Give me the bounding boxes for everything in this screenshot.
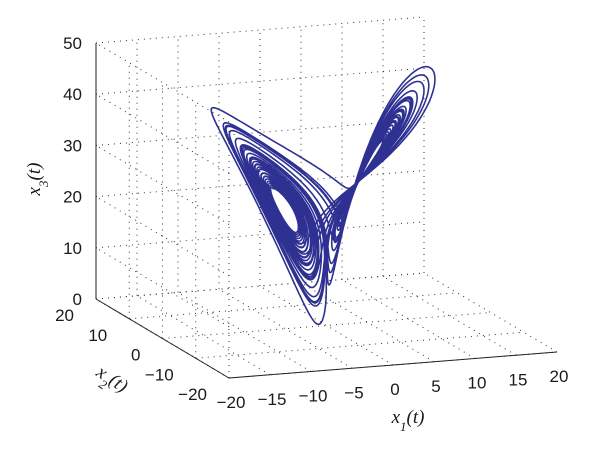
grid-line [95,272,425,300]
grid-line [95,16,425,44]
x-tick-label: 15 [509,370,528,389]
z-tick-label: 20 [63,188,82,207]
z-tick-label: 10 [63,239,82,258]
attractor-trajectory [210,65,436,326]
x-tick-label: −15 [258,390,287,409]
x-axis-label: x1(t) [391,407,425,434]
grid-line [95,144,230,225]
z-tick-label: 30 [63,136,82,155]
y-tick-label: 0 [131,346,140,365]
grid-line [95,118,425,146]
grid-line [129,292,458,320]
x-tick-label: −5 [344,383,363,402]
y-tick-label: 10 [88,326,107,345]
z-tick-label: 50 [63,34,82,53]
z-axis-label: x3(t) [24,163,51,197]
grid-line [95,67,425,95]
grid-line [95,170,425,198]
grid-line [162,312,491,339]
y-axis-line [95,298,230,379]
z-tick-label: 40 [63,85,82,104]
x-tick-label: −10 [299,387,328,406]
y-tick-label: −20 [178,385,207,404]
x-tick-label: 0 [390,380,399,399]
grid-line [95,221,425,249]
x-tick-label: 5 [431,377,440,396]
y-axis-label: x2(t) [89,361,132,402]
z-tick-label: 0 [73,290,82,309]
x-tick-label: 20 [550,367,569,386]
x-axis-line [228,351,558,379]
grid-line [195,331,524,359]
x-tick-label: 10 [468,374,487,393]
y-tick-label: 20 [55,306,74,325]
y-tick-label: −10 [145,365,174,384]
x-tick-label: −20 [217,393,246,412]
